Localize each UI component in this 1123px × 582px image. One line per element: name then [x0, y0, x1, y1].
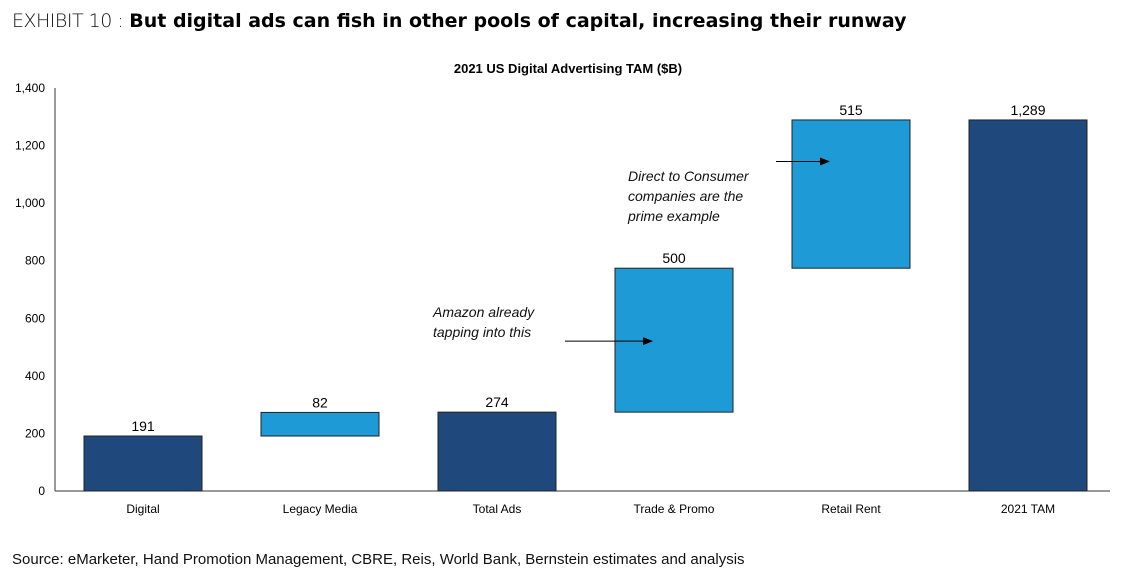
y-tick-label: 200 [25, 426, 45, 440]
bar-legacy-media [260, 411, 380, 437]
annotation-text: Direct to Consumer [628, 168, 750, 184]
y-tick-label: 1,000 [15, 196, 45, 210]
y-tick-label: 1,200 [15, 139, 45, 153]
bars: 191 Digital 82 Legacy Media 274 Total Ads 500 T… [83, 102, 1088, 516]
x-tick-label: Legacy Media [283, 502, 358, 516]
y-axis: 0 200 400 600 800 1,000 1,200 1,400 [15, 81, 1110, 498]
data-label: 82 [312, 394, 328, 410]
data-label: 500 [662, 250, 686, 266]
chart-title: 2021 US Digital Advertising TAM ($B) [454, 61, 682, 76]
y-tick-label: 0 [38, 484, 45, 498]
source-note: Source: eMarketer, Hand Promotion Manage… [12, 551, 745, 568]
y-tick-label: 400 [25, 369, 45, 383]
y-tick-label: 600 [25, 311, 45, 325]
x-tick-label: Trade & Promo [634, 502, 715, 516]
bar-digital [83, 435, 203, 492]
data-label: 1,289 [1010, 102, 1045, 118]
annotation-text: tapping into this [433, 324, 531, 340]
exhibit-number: EXHIBIT 10 : [12, 10, 124, 32]
annotations: Amazon already tapping into this Direct to… [432, 157, 830, 346]
x-tick-label: Digital [126, 502, 159, 516]
bar-total-ads [437, 411, 557, 492]
data-label: 191 [131, 418, 155, 434]
bar-2021-tam [968, 119, 1088, 492]
data-label: 515 [839, 102, 863, 118]
annotation-text: Amazon already [432, 304, 535, 320]
y-tick-label: 800 [25, 254, 45, 268]
annotation-text: prime example [627, 208, 720, 224]
x-tick-label: Retail Rent [821, 502, 881, 516]
y-tick-label: 1,400 [15, 81, 45, 95]
bar-trade-promo [614, 267, 734, 413]
exhibit-header: EXHIBIT 10 : But digital ads can fish in … [12, 10, 907, 32]
x-tick-label: 2021 TAM [1001, 502, 1055, 516]
annotation-text: companies are the [628, 188, 743, 204]
bar-retail-rent [791, 119, 911, 269]
x-tick-label: Total Ads [473, 502, 522, 516]
data-label: 274 [485, 394, 509, 410]
exhibit-title: But digital ads can fish in other pools … [129, 10, 907, 32]
